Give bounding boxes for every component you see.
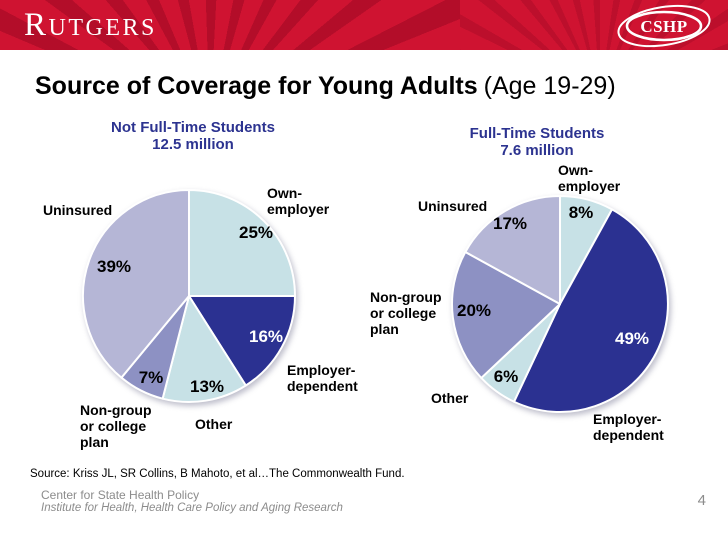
left-chart-heading: Not Full-Time Students 12.5 million <box>98 119 288 153</box>
footer-institute-name: Institute for Health, Health Care Policy… <box>41 502 343 514</box>
right-chart-subtitle: 7.6 million <box>500 142 574 159</box>
left-chart-title: Not Full-Time Students <box>111 119 275 136</box>
left-pct-other: 13% <box>189 377 225 396</box>
cshp-logo: CSHP <box>617 4 711 48</box>
pie-slice-uninsured <box>82 189 190 379</box>
source-citation: Source: Kriss JL, SR Collins, B Mahoto, … <box>30 468 405 480</box>
right-pct-other: 6% <box>493 367 519 386</box>
left-pct-uninsured: 39% <box>96 257 132 276</box>
left-label-other: Other <box>195 416 233 432</box>
right-label-own-employer: Own-employer <box>558 162 621 194</box>
left-label-employer-dependent: Employer-dependent <box>287 362 358 394</box>
right-pct-uninsured: 17% <box>492 214 528 233</box>
right-pct-non-group: 20% <box>456 301 492 320</box>
left-pct-employer-dependent: 16% <box>248 327 284 346</box>
right-chart-heading: Full-Time Students 7.6 million <box>442 125 632 159</box>
pie-slice-employer-dependent <box>188 295 296 387</box>
footer-center-name: Center for State Health Policy <box>41 488 200 502</box>
right-label-employer-dependent: Employer-dependent <box>593 411 664 443</box>
pie-slice-non-group-or-college-plan <box>451 250 561 379</box>
pie-slice-employer-dependent <box>513 208 669 413</box>
left-label-own-employer: Own-employer <box>267 185 330 217</box>
pie-slice-own-employer <box>188 189 296 297</box>
left-label-non-group: Non-group or college plan <box>80 402 152 450</box>
right-pct-own-employer: 8% <box>568 203 594 222</box>
right-label-non-group: Non-group or college plan <box>370 289 442 337</box>
left-chart-subtitle: 12.5 million <box>152 136 234 153</box>
cshp-logo-text: CSHP <box>640 17 687 36</box>
title-main: Source of Coverage for Young Adults <box>35 72 478 100</box>
pie-chart-not-full-time-students <box>82 189 296 403</box>
left-label-uninsured: Uninsured <box>43 202 113 218</box>
left-pct-non-group: 7% <box>138 368 164 387</box>
pie-chart-full-time-students <box>451 195 669 413</box>
left-pct-own-employer: 25% <box>238 223 274 242</box>
right-label-uninsured: Uninsured <box>418 198 488 214</box>
pie-slice-uninsured <box>464 195 561 305</box>
header-banner: Rutgers CSHP <box>0 0 728 50</box>
pie-slice-other <box>161 295 247 403</box>
rutgers-logo: Rutgers <box>24 7 157 43</box>
title-suffix: (Age 19-29) <box>483 72 616 100</box>
right-chart-title: Full-Time Students <box>469 125 605 142</box>
right-pct-employer-dependent: 49% <box>614 329 650 348</box>
slide-title: Source of Coverage for Young Adults (Age … <box>35 72 616 101</box>
right-label-other: Other <box>431 390 469 406</box>
page-number: 4 <box>697 492 706 509</box>
